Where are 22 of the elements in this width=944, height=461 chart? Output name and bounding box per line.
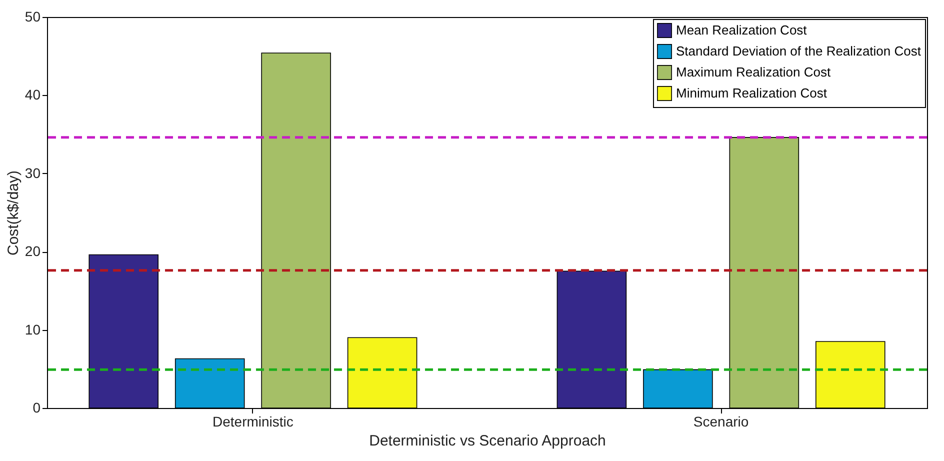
bar xyxy=(556,270,627,408)
x-axis-title: Deterministic vs Scenario Approach xyxy=(369,432,606,450)
bar xyxy=(174,358,245,408)
legend-label: Maximum Realization Cost xyxy=(676,64,831,80)
bar xyxy=(643,369,713,408)
x-tick-label: Deterministic xyxy=(212,414,294,430)
bar xyxy=(815,341,886,408)
y-tick-label: 0 xyxy=(32,400,41,416)
y-axis-title: Cost(k$/day) xyxy=(4,170,22,256)
legend-label: Minimum Realization Cost xyxy=(676,86,828,100)
bar xyxy=(261,52,331,408)
y-tick-label: 30 xyxy=(24,164,41,181)
y-tick-label: 40 xyxy=(24,86,41,103)
y-tick-label: 10 xyxy=(24,321,41,338)
legend-label: Mean Realization Cost xyxy=(676,22,808,38)
y-tick-label: 20 xyxy=(24,243,41,260)
bar xyxy=(347,337,418,408)
y-tick-label: 50 xyxy=(24,8,41,24)
bar xyxy=(88,254,159,408)
legend-label: Standard Deviation of the Realization Cost xyxy=(676,44,922,58)
x-tick-label: Scenario xyxy=(693,414,749,430)
bar xyxy=(729,137,800,408)
